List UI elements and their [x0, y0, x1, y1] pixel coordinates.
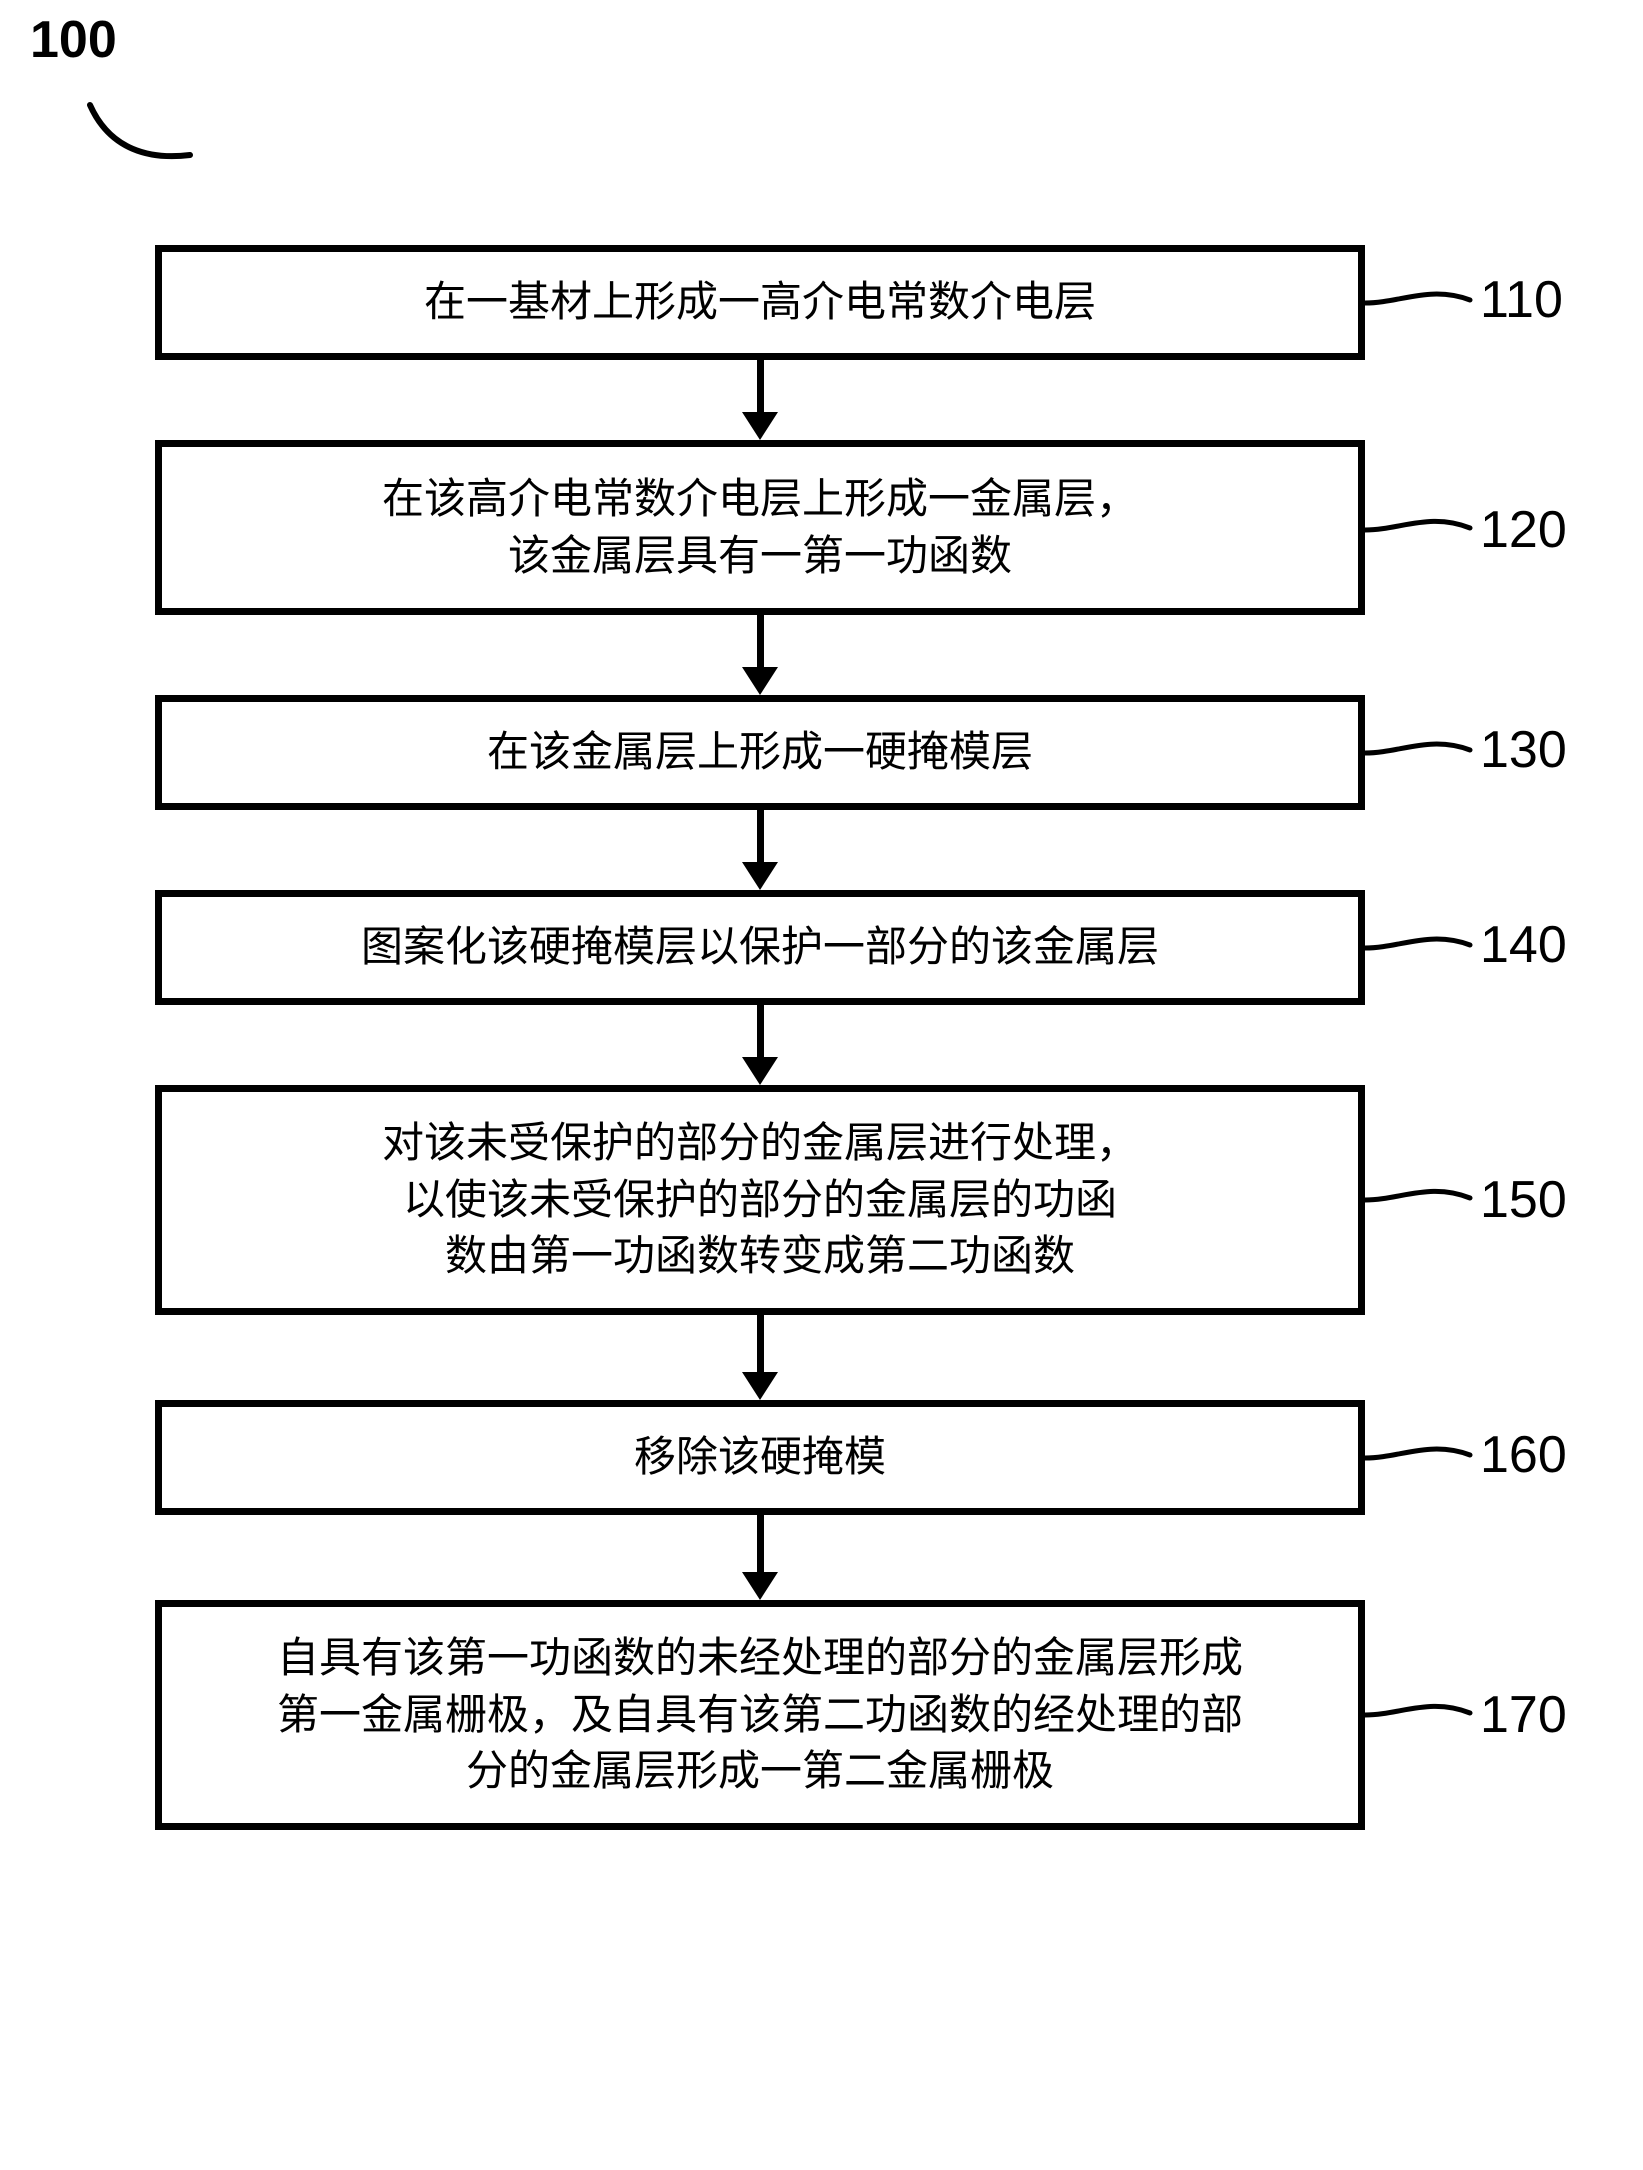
step-reference-number: 110	[1480, 270, 1563, 330]
flowchart-arrow-head-icon	[742, 412, 778, 440]
flowchart-arrow-head-icon	[742, 1057, 778, 1085]
flowchart-step-box: 对该未受保护的部分的金属层进行处理， 以使该未受保护的部分的金属层的功函 数由第…	[155, 1085, 1365, 1315]
flowchart-arrow-line	[757, 1515, 764, 1572]
flowchart-arrow-head-icon	[742, 667, 778, 695]
flowchart-step-box: 在一基材上形成一高介电常数介电层	[155, 245, 1365, 360]
flowchart-arrow-line	[757, 810, 764, 862]
flowchart-step-box: 自具有该第一功函数的未经处理的部分的金属层形成 第一金属栅极，及自具有该第二功函…	[155, 1600, 1365, 1830]
flowchart-arrow-head-icon	[742, 1372, 778, 1400]
flowchart-arrow-line	[757, 360, 764, 412]
step-reference-number: 160	[1480, 1425, 1567, 1485]
step-reference-number: 120	[1480, 500, 1567, 560]
flowchart-arrow-line	[757, 615, 764, 667]
flowchart-arrow-head-icon	[742, 862, 778, 890]
flowchart-step-box: 移除该硬掩模	[155, 1400, 1365, 1515]
flowchart-step-box: 在该金属层上形成一硬掩模层	[155, 695, 1365, 810]
flowchart-step-box: 图案化该硬掩模层以保护一部分的该金属层	[155, 890, 1365, 1005]
flowchart-arrow-line	[757, 1005, 764, 1057]
flowchart-arrow-head-icon	[742, 1572, 778, 1600]
flowchart-step-box: 在该高介电常数介电层上形成一金属层， 该金属层具有一第一功函数	[155, 440, 1365, 615]
step-reference-number: 140	[1480, 915, 1567, 975]
step-reference-number: 150	[1480, 1170, 1567, 1230]
step-reference-number: 130	[1480, 720, 1567, 780]
flowchart-arrow-line	[757, 1315, 764, 1372]
figure-number-leader	[20, 40, 220, 160]
step-reference-number: 170	[1480, 1685, 1567, 1745]
